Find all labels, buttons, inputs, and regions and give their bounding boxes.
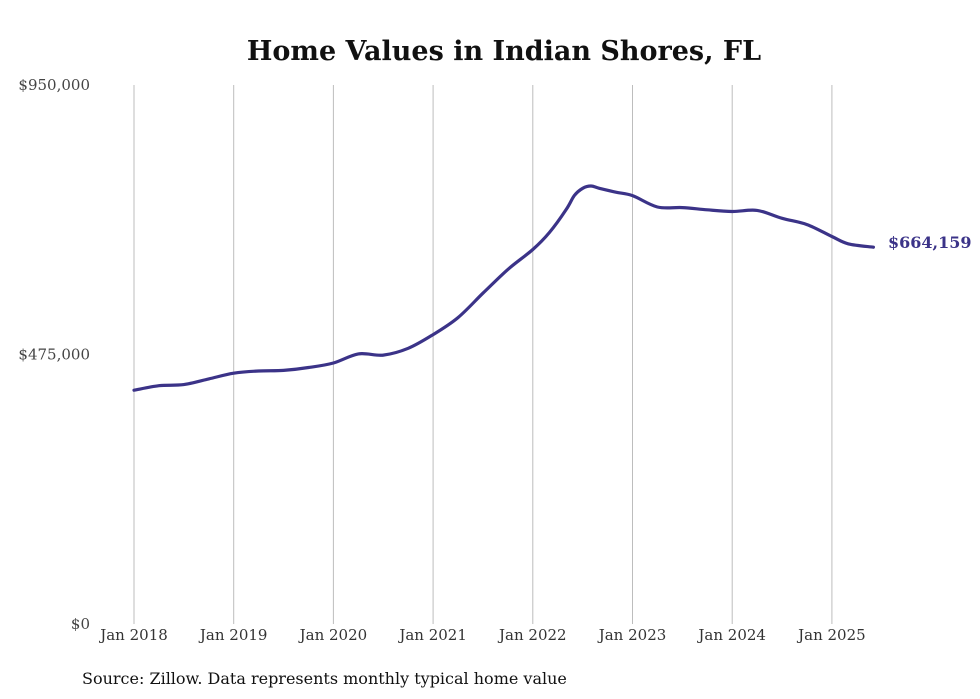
x-axis-ticks: Jan 2018 Jan 2019 Jan 2020 Jan 2021 Jan 2022… xyxy=(98,626,865,644)
x-tick-label: Jan 2020 xyxy=(298,626,368,644)
y-axis-ticks: $0 $475,000 $950,000 xyxy=(18,76,90,633)
source-note: Source: Zillow. Data represents monthly … xyxy=(82,669,567,688)
x-tick-label: Jan 2024 xyxy=(696,626,766,644)
x-tick-label: Jan 2021 xyxy=(397,626,467,644)
x-tick-label: Jan 2022 xyxy=(497,626,567,644)
series-line-home-value xyxy=(132,184,875,392)
latest-value-label: $664,159 xyxy=(888,233,972,252)
x-tick-label: Jan 2019 xyxy=(198,626,268,644)
chart-title: Home Values in Indian Shores, FL xyxy=(247,36,761,67)
y-tick-label: $950,000 xyxy=(18,76,90,94)
y-tick-label: $0 xyxy=(71,615,90,633)
y-tick-label: $475,000 xyxy=(18,346,90,364)
x-gridlines xyxy=(133,85,833,624)
x-tick-label: Jan 2018 xyxy=(98,626,168,644)
x-tick-label: Jan 2023 xyxy=(597,626,667,644)
x-tick-label: Jan 2025 xyxy=(796,626,866,644)
